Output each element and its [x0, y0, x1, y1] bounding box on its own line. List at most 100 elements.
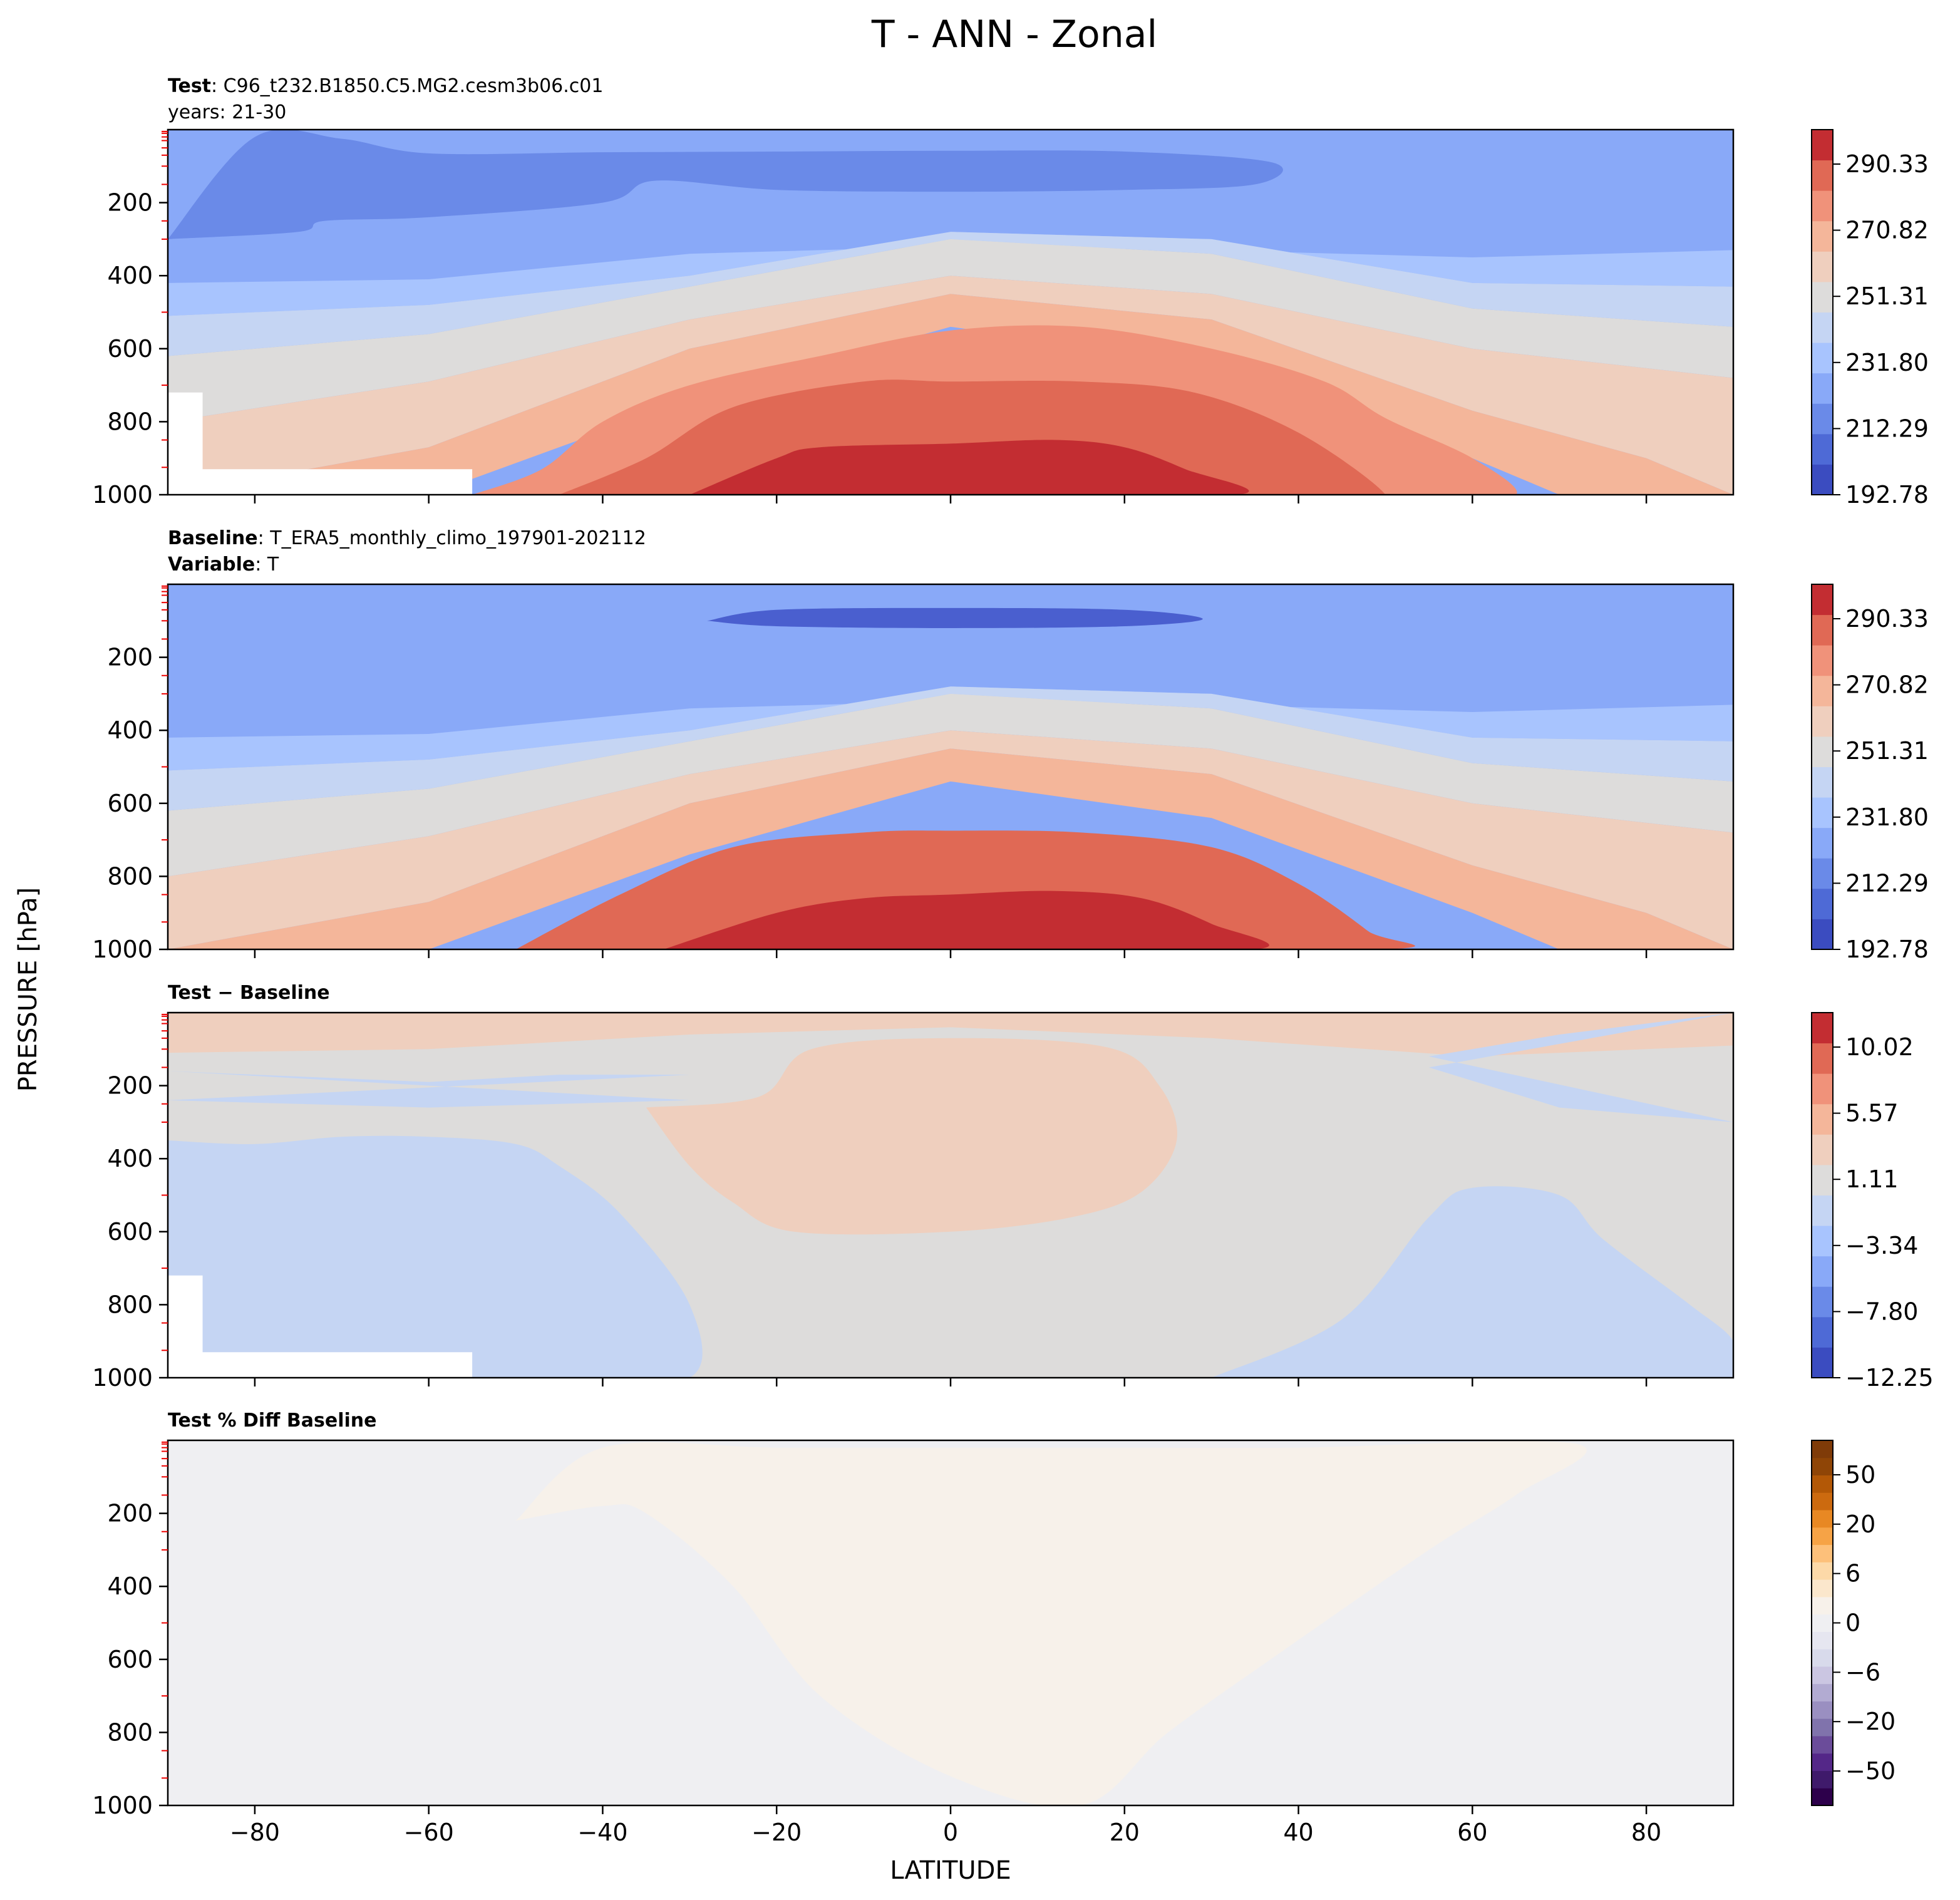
- y-tick-label: 200: [107, 1500, 153, 1527]
- colorbar-tick-label: 270.82: [1845, 217, 1929, 244]
- y-tick-label: 1000: [92, 1792, 153, 1819]
- panel-baseline: 200 400 600 800 1000 Baseline: T_ERA5_monthly…: [92, 527, 1929, 963]
- contour-band: [168, 1071, 690, 1108]
- contour-region: [168, 130, 1283, 239]
- colorbar-tick-label: 290.33: [1845, 605, 1929, 632]
- contour-region: [1211, 1186, 1733, 1378]
- colorbar-tick-label: 6: [1845, 1560, 1860, 1588]
- colorbar-swatch: [1812, 433, 1833, 465]
- y-axis-label: PRESSURE [hPa]: [14, 887, 43, 1092]
- figure-title: T - ANN - Zonal: [871, 13, 1157, 56]
- panel-header-line: Test − Baseline: [168, 982, 330, 1004]
- y-tick-label: 200: [107, 644, 153, 671]
- x-tick-label: −60: [404, 1819, 454, 1846]
- colorbar-swatch: [1812, 736, 1833, 767]
- colorbar-tick-label: 290.33: [1845, 150, 1929, 178]
- colorbar-swatch: [1812, 281, 1833, 312]
- plot-area-diff: [168, 1013, 1733, 1378]
- colorbar-swatch: [1812, 464, 1833, 495]
- colorbar-swatch: [1812, 343, 1833, 374]
- colorbar-swatch: [1812, 675, 1833, 706]
- colorbar-swatch: [1812, 403, 1833, 435]
- colorbar-swatch: [1812, 1788, 1833, 1806]
- x-tick-label: 20: [1110, 1819, 1140, 1846]
- colorbar-test: 290.33 270.82 251.31 231.80 212.29 192.78: [1811, 129, 1929, 509]
- contour-band: [168, 748, 1733, 949]
- y-tick-label: 800: [107, 1291, 153, 1318]
- colorbar-swatch: [1812, 1631, 1833, 1650]
- colorbar-swatch: [1812, 1226, 1833, 1257]
- plot-area-pctdiff: [168, 1440, 1733, 1805]
- colorbar-tick-label: 192.78: [1845, 936, 1929, 963]
- colorbar-swatch: [1812, 1286, 1833, 1318]
- colorbar-swatch: [1812, 1753, 1833, 1771]
- y-tick-label: 600: [107, 335, 153, 363]
- panel-diff: 200 400 600 800 1000 Test − Baseline 10.02 5.57…: [92, 982, 1933, 1391]
- colorbar-swatch: [1812, 706, 1833, 737]
- colorbar-swatch: [1812, 1527, 1833, 1546]
- colorbar-swatch: [1812, 1316, 1833, 1348]
- colorbar-swatch: [1812, 1043, 1833, 1074]
- colorbar-swatch: [1812, 1073, 1833, 1105]
- colorbar-swatch: [1812, 1596, 1833, 1615]
- colorbar-tick-label: −50: [1845, 1757, 1896, 1785]
- contour-region: [707, 607, 1203, 628]
- colorbar-swatch: [1812, 1457, 1833, 1476]
- colorbar-tick-label: −3.34: [1845, 1232, 1918, 1259]
- missing-data-mask: [168, 392, 473, 495]
- colorbar-pctdiff: 50 20 6 0 −6 −20 −50: [1811, 1440, 1896, 1806]
- colorbar-tick-label: 1.11: [1845, 1165, 1899, 1193]
- contour-band: [168, 730, 1733, 949]
- y-tick-label: 800: [107, 862, 153, 890]
- colorbar-swatch: [1812, 1614, 1833, 1632]
- colorbar-tick-label: 10.02: [1845, 1033, 1914, 1061]
- colorbar-swatch: [1812, 1579, 1833, 1598]
- y-tick-label: 400: [107, 1145, 153, 1172]
- panel-header-line: years: 21-30: [168, 101, 286, 123]
- contour-band: [168, 239, 1733, 422]
- contour-band: [168, 686, 1733, 771]
- colorbar-swatch: [1812, 1195, 1833, 1226]
- y-tick-label: 600: [107, 1218, 153, 1246]
- y-tick-label: 200: [107, 189, 153, 217]
- x-axis-label: LATITUDE: [890, 1856, 1011, 1885]
- colorbar-frame: [1811, 129, 1834, 495]
- missing-data-mask: [168, 1275, 473, 1378]
- colorbar-tick-label: −7.80: [1845, 1298, 1918, 1325]
- colorbar-swatch: [1812, 827, 1833, 859]
- contour-band: [168, 294, 1733, 495]
- colorbar-swatch: [1812, 614, 1833, 646]
- panel-header-line: Variable: T: [168, 554, 279, 576]
- contour-band: [168, 693, 1733, 877]
- colorbar-frame: [1811, 584, 1834, 950]
- y-tick-label: 1000: [92, 936, 153, 963]
- panel-header-text: : T: [255, 554, 279, 576]
- x-tick-label: 0: [943, 1819, 958, 1846]
- colorbar-swatch: [1812, 1701, 1833, 1719]
- panel-header-line: Test: C96_t232.B1850.C5.MG2.cesm3b06.c01: [168, 75, 603, 97]
- x-tick-label: −20: [751, 1819, 802, 1846]
- colorbar-swatch: [1812, 1683, 1833, 1701]
- colorbar-swatch: [1812, 1510, 1833, 1528]
- colorbar-swatch: [1812, 1770, 1833, 1789]
- colorbar-swatch: [1812, 1347, 1833, 1378]
- panel-header-bold: Test % Diff Baseline: [168, 1410, 377, 1432]
- colorbar-swatch: [1812, 220, 1833, 252]
- colorbar-swatch: [1812, 1256, 1833, 1287]
- colorbar-swatch: [1812, 1134, 1833, 1165]
- colorbar-swatch: [1812, 858, 1833, 889]
- plot-area-test: [168, 130, 1733, 495]
- colorbar-swatch: [1812, 312, 1833, 343]
- colorbar-swatch: [1812, 1562, 1833, 1580]
- colorbar-swatch: [1812, 1440, 1833, 1459]
- contour-region: [646, 1038, 1177, 1235]
- colorbar-swatch: [1812, 1013, 1833, 1044]
- colorbar-swatch: [1812, 797, 1833, 829]
- colorbar-swatch: [1812, 919, 1833, 950]
- panel-header-line: Baseline: T_ERA5_monthly_climo_197901-20…: [168, 527, 646, 549]
- colorbar-tick-label: 192.78: [1845, 481, 1929, 509]
- x-tick-label: 60: [1457, 1819, 1487, 1846]
- colorbar-swatch: [1812, 251, 1833, 282]
